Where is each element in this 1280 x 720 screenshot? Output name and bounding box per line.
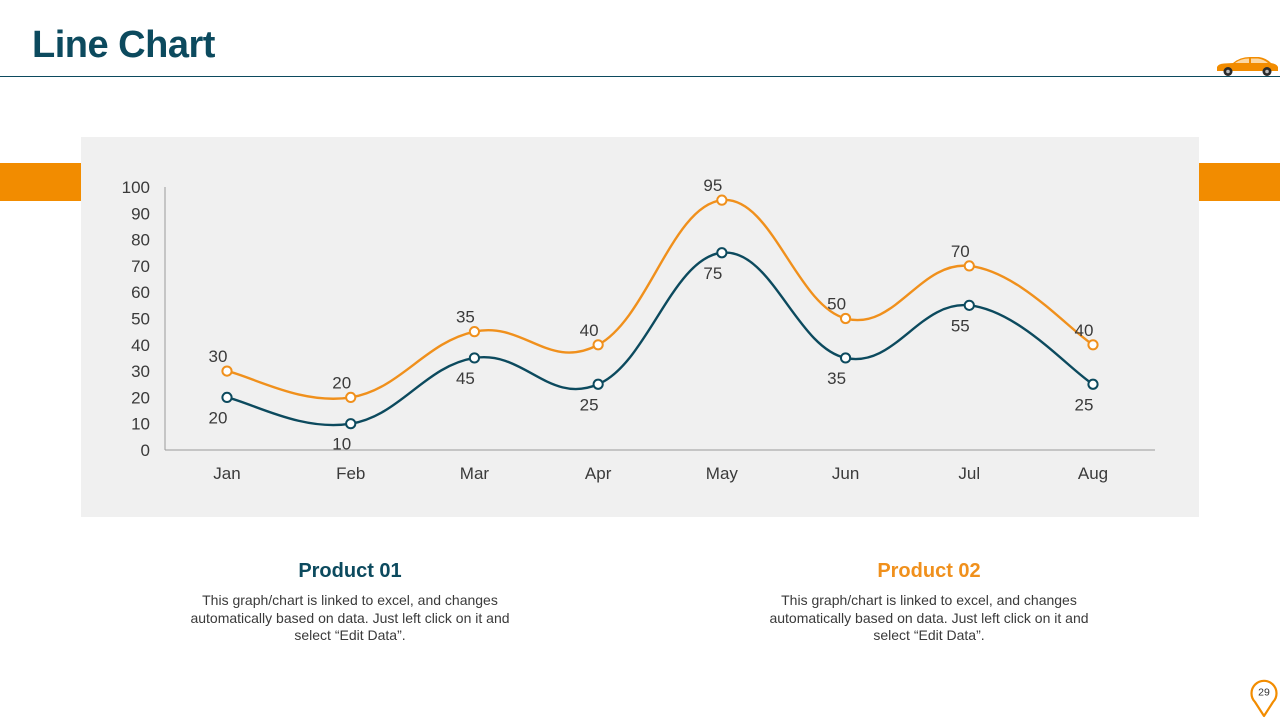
data-label-series-1: 20: [209, 408, 228, 427]
slide-title: Line Chart: [32, 24, 215, 66]
data-point-series-1: [839, 352, 852, 364]
y-tick-label: 10: [131, 415, 150, 434]
title-underline: [0, 76, 1280, 77]
x-tick-label: Jan: [213, 464, 240, 483]
data-label-series-2: 30: [209, 347, 228, 366]
data-point-series-2: [592, 339, 604, 351]
y-tick-label: 80: [131, 231, 150, 250]
data-label-series-1: 25: [580, 395, 599, 414]
y-tick-label: 30: [131, 362, 150, 381]
data-label-series-2: 20: [332, 373, 351, 392]
data-label-series-2: 50: [827, 295, 846, 314]
product-01-block: Product 01 This graph/chart is linked to…: [180, 560, 520, 645]
data-label-series-2: 35: [456, 308, 475, 327]
data-point-series-1: [345, 418, 357, 430]
y-tick-label: 20: [131, 388, 150, 407]
data-point-series-1: [592, 378, 604, 390]
page-number-badge: 29: [1250, 679, 1278, 718]
data-point-series-1: [963, 299, 975, 311]
line-chart: 0 10 20 30 40 50 60 70 80 90 100 Jan Feb Mar Apr May Jun…: [81, 137, 1199, 517]
data-point-series-1: [1087, 378, 1099, 390]
x-tick-label: Feb: [336, 464, 365, 483]
product-01-title: Product 01: [298, 560, 402, 582]
series-line-2: [226, 198, 1094, 400]
data-label-series-2: 95: [703, 176, 722, 195]
x-tick-label: May: [706, 464, 739, 483]
x-tick-label: Aug: [1078, 464, 1108, 483]
data-point-series-1: [468, 352, 481, 364]
data-point-series-2: [1087, 339, 1099, 351]
y-tick-label: 70: [131, 257, 150, 276]
data-point-series-2: [468, 326, 481, 338]
data-point-series-2: [345, 391, 357, 403]
x-tick-label: Jun: [832, 464, 859, 483]
y-tick-label: 40: [131, 336, 150, 355]
data-label-series-1: 75: [703, 264, 722, 283]
page-number: 29: [1258, 687, 1270, 699]
data-label-series-2: 70: [951, 242, 970, 261]
data-point-series-1: [221, 391, 233, 403]
orange-accent-band-right: [1198, 163, 1280, 201]
product-01-description: This graph/chart is linked to excel, and…: [190, 592, 510, 643]
data-point-series-2: [221, 365, 233, 377]
product-02-title: Product 02: [877, 560, 981, 582]
data-label-series-1: 55: [951, 316, 970, 335]
car-icon: [1217, 57, 1278, 76]
data-label-series-1: 35: [827, 369, 846, 388]
product-02-block: Product 02 This graph/chart is linked to…: [759, 560, 1099, 645]
line-chart-svg: 0 10 20 30 40 50 60 70 80 90 100 Jan Feb Mar Apr May Jun…: [122, 176, 1155, 483]
y-tick-label: 90: [131, 204, 150, 223]
data-label-series-2: 40: [580, 321, 599, 340]
data-label-series-1: 45: [456, 369, 475, 388]
x-tick-label: Apr: [585, 464, 612, 483]
x-tick-label: Mar: [460, 464, 490, 483]
data-point-series-2: [716, 194, 728, 206]
data-label-series-1: 10: [332, 435, 351, 454]
x-tick-label: Jul: [958, 464, 980, 483]
data-label-series-2: 40: [1075, 321, 1094, 340]
orange-accent-band-left: [0, 163, 82, 201]
data-point-series-2: [839, 312, 852, 325]
data-label-series-1: 25: [1075, 395, 1094, 414]
y-tick-label: 60: [131, 283, 150, 302]
data-point-series-2: [963, 260, 975, 272]
data-point-series-1: [716, 247, 728, 259]
y-tick-label: 50: [131, 310, 150, 329]
product-02-description: This graph/chart is linked to excel, and…: [769, 592, 1089, 643]
y-tick-label: 100: [122, 178, 150, 197]
y-tick-label: 0: [141, 441, 150, 460]
series-line-1: [226, 251, 1094, 427]
